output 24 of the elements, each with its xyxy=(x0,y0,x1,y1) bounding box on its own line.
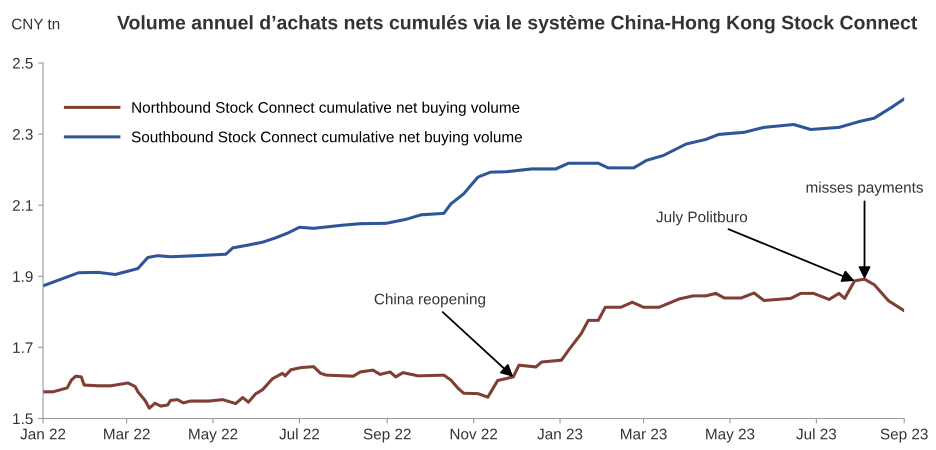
x-tick-label: Mar 23 xyxy=(621,428,667,440)
legend-label: Northbound Stock Connect cumulative net buying volume xyxy=(132,102,520,116)
y-tick-label: 2.1 xyxy=(12,200,33,211)
y-tick-label: 2.3 xyxy=(12,128,33,140)
x-tick-label: Jul 22 xyxy=(279,428,320,440)
x-tick-label: Jan 22 xyxy=(20,428,66,440)
annotation: misses payments xyxy=(806,182,923,196)
annotation: July Politburo xyxy=(656,211,748,226)
x-tick-label: Sep 22 xyxy=(364,428,411,442)
y-tick-label: 1.7 xyxy=(13,342,33,353)
y-axis-title: CNY tn xyxy=(12,18,60,30)
x-tick-label: Jan 23 xyxy=(537,428,582,440)
y-tick-label: 1.5 xyxy=(13,414,33,424)
legend-label: Southbound Stock Connect cumulative net buying volume xyxy=(132,131,522,146)
y-tick-label: 2.5 xyxy=(12,58,33,69)
x-tick-label: Sep 23 xyxy=(880,428,928,442)
x-tick-label: Jul 23 xyxy=(796,428,836,440)
x-tick-label: May 22 xyxy=(189,428,238,442)
annotation: China reopening xyxy=(374,293,486,308)
y-tick-label: 1.9 xyxy=(13,271,33,282)
x-tick-label: Mar 22 xyxy=(104,428,150,440)
x-tick-label: May 23 xyxy=(706,428,754,442)
chart-title: Volume annuel d’achats nets cumulés via le système China-Hong Kong Stock Connect xyxy=(117,14,918,34)
x-tick-label: Nov 22 xyxy=(450,428,498,440)
